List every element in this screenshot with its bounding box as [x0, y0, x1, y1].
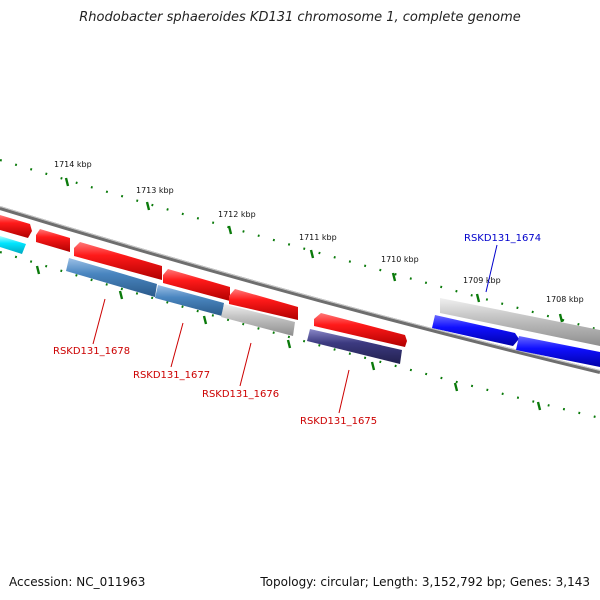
gene-arrow-forward[interactable]: [163, 269, 230, 301]
gene-arrow-reverse[interactable]: [307, 329, 402, 364]
gene-arrow-reverse[interactable]: [221, 304, 295, 336]
gene-arrow-forward[interactable]: [440, 298, 600, 346]
gene-label-RSKD131_1676[interactable]: RSKD131_1676: [202, 389, 279, 400]
gene-arrow-reverse[interactable]: [0, 236, 26, 254]
gene-arrow-reverse[interactable]: [155, 285, 224, 316]
accession-text: Accession: NC_011963: [9, 575, 146, 589]
gene-label-RSKD131_1678[interactable]: RSKD131_1678: [53, 346, 130, 357]
gene-arrow-forward[interactable]: [74, 242, 162, 280]
gene-label-RSKD131_1674[interactable]: RSKD131_1674: [464, 233, 541, 244]
tick-label-1710: 1710 kbp: [381, 255, 419, 264]
reverse-strand-genes: [0, 236, 600, 367]
gene-arrow-reverse[interactable]: [516, 336, 600, 367]
label-leaders: [92, 244, 498, 414]
gene-arrow-forward[interactable]: [36, 229, 70, 252]
gene-arrow-forward[interactable]: [229, 289, 298, 320]
gene-arrow-forward[interactable]: [314, 313, 407, 347]
tick-labels: 1714 kbp 1713 kbp 1712 kbp 1711 kbp 1710…: [54, 160, 584, 304]
gene-label-RSKD131_1675[interactable]: RSKD131_1675: [300, 416, 377, 427]
gene-arrow-reverse[interactable]: [66, 258, 157, 297]
map-title: Rhodobacter sphaeroides KD131 chromosome…: [79, 10, 521, 25]
major-ticks: [64, 177, 564, 323]
gene-label-RSKD131_1677[interactable]: RSKD131_1677: [133, 370, 210, 381]
forward-strand-genes: [0, 215, 600, 347]
gene-arrow-forward[interactable]: [0, 215, 32, 238]
gene-arrow-reverse[interactable]: [432, 315, 519, 346]
gene-labels: RSKD131_1678 RSKD131_1677 RSKD131_1676 R…: [53, 233, 541, 427]
tick-label-1708: 1708 kbp: [546, 295, 584, 304]
tick-label-1712: 1712 kbp: [218, 210, 256, 219]
tick-label-1709: 1709 kbp: [463, 276, 501, 285]
tick-label-1714: 1714 kbp: [54, 160, 92, 169]
genome-backbone: [0, 206, 600, 374]
tick-label-1713: 1713 kbp: [136, 186, 174, 195]
genome-summary-text: Topology: circular; Length: 3,152,792 bp…: [260, 575, 590, 589]
inner-major-ticks: [35, 265, 542, 411]
tick-label-1711: 1711 kbp: [299, 233, 337, 242]
